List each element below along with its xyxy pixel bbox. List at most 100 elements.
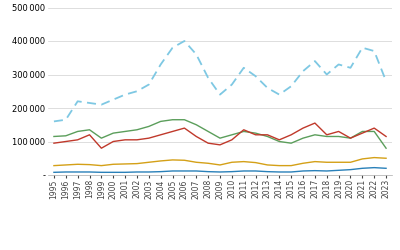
Individuels purs: [230, 133, 234, 136]
Collectifs: [218, 143, 222, 146]
Collectifs: [182, 126, 187, 130]
Collectifs: [372, 126, 377, 130]
En résidence: [360, 167, 365, 170]
Total autorisé: [372, 50, 377, 52]
En résidence: [265, 170, 270, 173]
Individuels groupés: [301, 162, 306, 165]
Total autorisé: [360, 46, 365, 49]
Individuels groupés: [63, 164, 68, 166]
Individuels groupés: [241, 160, 246, 163]
En résidence: [301, 170, 306, 172]
Line: Individuels groupés: Individuels groupés: [54, 158, 386, 166]
Total autorisé: [182, 40, 187, 42]
Total autorisé: [206, 76, 210, 79]
Individuels purs: [360, 130, 365, 133]
Total autorisé: [134, 90, 139, 93]
Individuels groupés: [123, 162, 128, 166]
Individuels groupés: [75, 163, 80, 166]
Total autorisé: [170, 46, 175, 49]
Collectifs: [277, 138, 282, 141]
Collectifs: [206, 142, 210, 145]
Total autorisé: [194, 53, 199, 56]
Individuels purs: [123, 130, 128, 133]
Individuels purs: [146, 125, 151, 128]
Collectifs: [289, 133, 294, 136]
Total autorisé: [301, 70, 306, 73]
Collectifs: [348, 137, 353, 140]
Individuels groupés: [134, 162, 139, 165]
En résidence: [289, 170, 294, 173]
En résidence: [158, 170, 163, 173]
Collectifs: [301, 126, 306, 130]
En résidence: [146, 170, 151, 173]
Total autorisé: [241, 66, 246, 69]
Total autorisé: [324, 73, 329, 76]
Individuels purs: [336, 135, 341, 138]
Individuels purs: [182, 118, 187, 121]
Individuels groupés: [384, 157, 388, 160]
Individuels groupés: [312, 160, 317, 163]
Collectifs: [230, 138, 234, 141]
Individuels purs: [170, 118, 175, 121]
Individuels purs: [253, 132, 258, 134]
Total autorisé: [158, 63, 163, 66]
Line: Collectifs: Collectifs: [54, 123, 386, 148]
En résidence: [123, 171, 128, 174]
Individuels purs: [384, 147, 388, 150]
Collectifs: [384, 135, 388, 138]
Individuels purs: [206, 130, 210, 133]
Individuels groupés: [99, 164, 104, 167]
Individuels groupés: [372, 156, 377, 159]
En résidence: [277, 170, 282, 173]
Individuels purs: [372, 130, 377, 133]
Total autorisé: [336, 63, 341, 66]
Collectifs: [324, 133, 329, 136]
Individuels purs: [87, 128, 92, 131]
Individuels purs: [312, 133, 317, 136]
Individuels purs: [324, 135, 329, 138]
En résidence: [253, 170, 258, 172]
En résidence: [134, 170, 139, 173]
Individuels purs: [301, 137, 306, 140]
Individuels purs: [63, 134, 68, 137]
Total autorisé: [312, 60, 317, 62]
Collectifs: [123, 138, 128, 141]
Individuels groupés: [336, 161, 341, 164]
Total autorisé: [99, 103, 104, 106]
En résidence: [194, 170, 199, 172]
Collectifs: [265, 133, 270, 136]
Collectifs: [170, 130, 175, 133]
Individuels purs: [194, 123, 199, 126]
En résidence: [218, 170, 222, 173]
Total autorisé: [384, 80, 388, 83]
Individuels purs: [158, 120, 163, 123]
Collectifs: [75, 138, 80, 141]
Line: Individuels purs: Individuels purs: [54, 120, 386, 148]
En résidence: [87, 170, 92, 173]
En résidence: [52, 171, 56, 174]
Individuels purs: [348, 137, 353, 140]
Line: Total autorisé: Total autorisé: [54, 41, 386, 121]
En résidence: [241, 170, 246, 172]
En résidence: [170, 170, 175, 172]
Total autorisé: [277, 93, 282, 96]
Individuels groupés: [265, 164, 270, 166]
En résidence: [99, 171, 104, 174]
Individuels groupés: [218, 164, 222, 166]
Individuels groupés: [348, 161, 353, 164]
Individuels purs: [265, 135, 270, 138]
Collectifs: [360, 132, 365, 134]
Total autorisé: [253, 75, 258, 78]
En résidence: [372, 166, 377, 169]
Individuels purs: [289, 142, 294, 145]
Total autorisé: [123, 93, 128, 96]
Total autorisé: [75, 100, 80, 103]
Individuels purs: [241, 130, 246, 133]
En résidence: [230, 170, 234, 173]
Individuels groupés: [194, 161, 199, 164]
Total autorisé: [87, 102, 92, 104]
Individuels purs: [99, 137, 104, 140]
Total autorisé: [52, 120, 56, 123]
Collectifs: [158, 133, 163, 136]
Total autorisé: [111, 98, 116, 101]
